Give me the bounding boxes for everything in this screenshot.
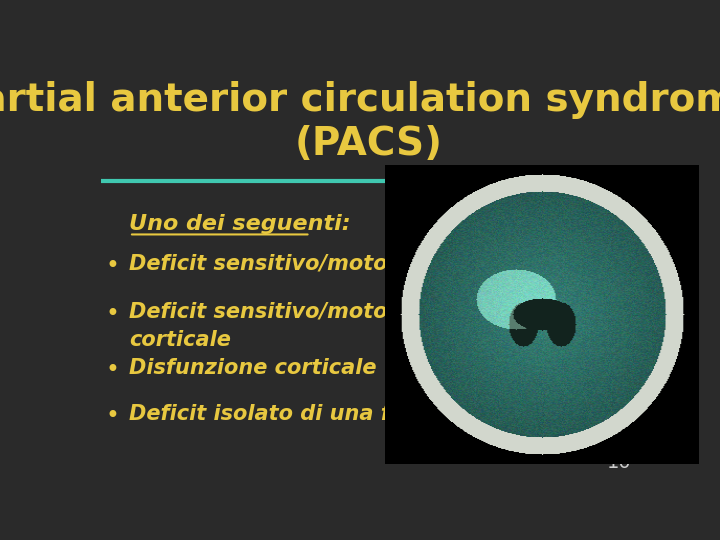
- Text: •: •: [105, 404, 120, 428]
- Text: Partial anterior circulation syndromes
(PACS): Partial anterior circulation syndromes (…: [0, 82, 720, 164]
- Text: 10: 10: [607, 453, 631, 472]
- Text: Disfunzione corticale + emianopsia: Disfunzione corticale + emianopsia: [129, 358, 544, 378]
- Text: Deficit isolato di una funzione corticale: Deficit isolato di una funzione cortical…: [129, 404, 591, 424]
- Text: •: •: [105, 302, 120, 326]
- Text: Deficit sensitivo/motorio + disfunzione
corticale: Deficit sensitivo/motorio + disfunzione …: [129, 302, 588, 350]
- Text: •: •: [105, 254, 120, 278]
- Text: Deficit sensitivo/motorio + emianopsia: Deficit sensitivo/motorio + emianopsia: [129, 254, 586, 274]
- Text: Uno dei seguenti:: Uno dei seguenti:: [129, 214, 351, 234]
- Text: •: •: [105, 358, 120, 382]
